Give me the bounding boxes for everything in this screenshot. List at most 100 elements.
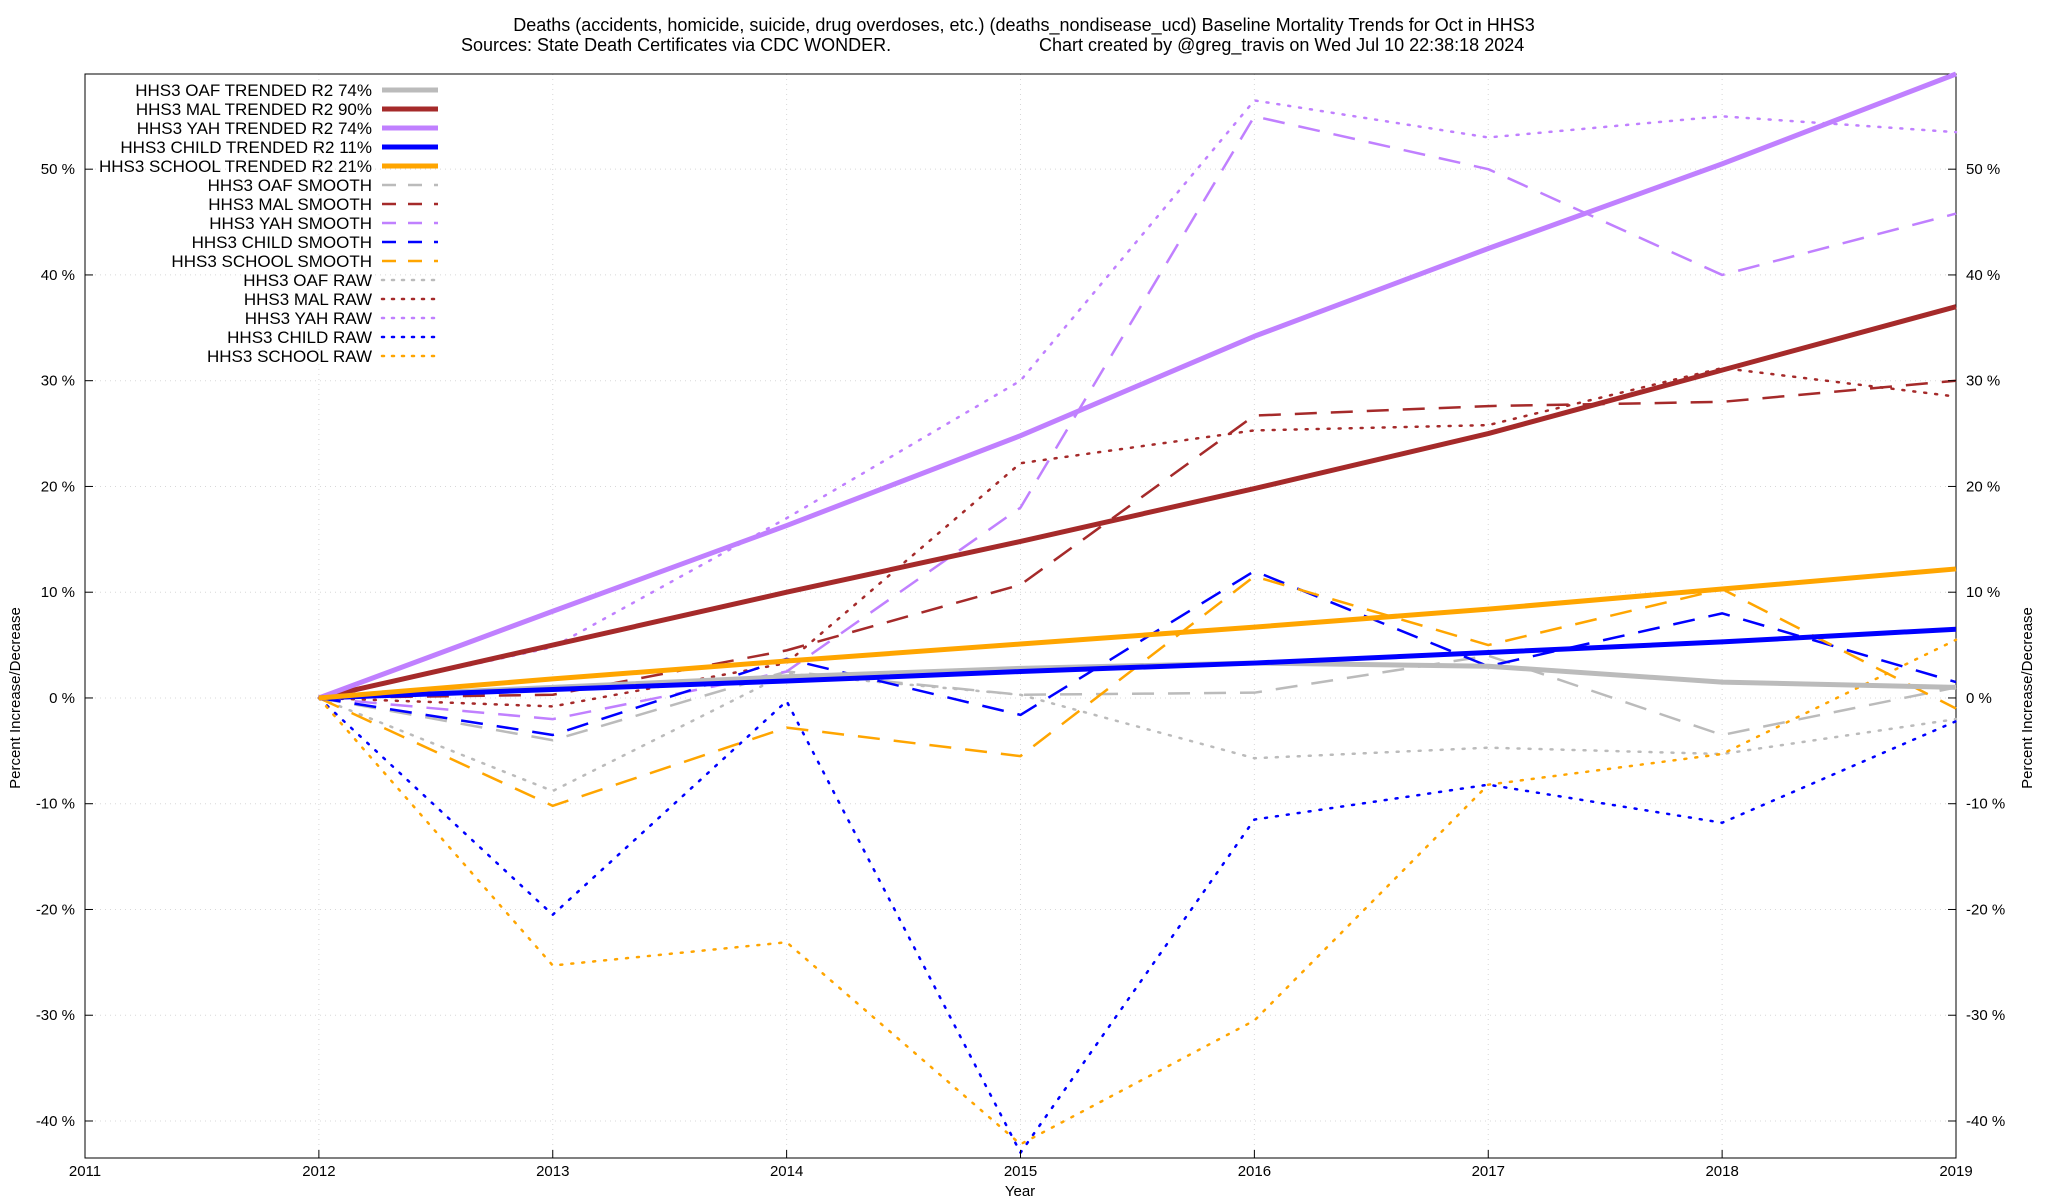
- data-point: [1955, 628, 1958, 631]
- data-point: [1253, 487, 1256, 490]
- y-tick-label-right: -40 %: [1966, 1113, 2005, 1130]
- data-point: [317, 696, 320, 699]
- legend-item: HHS3 YAH SMOOTH: [209, 214, 438, 233]
- x-tick-label: 2019: [1939, 1163, 1972, 1180]
- y-tick-label-left: 50 %: [41, 161, 75, 178]
- y-tick-label-right: 0 %: [1966, 690, 1992, 707]
- y-tick-label-left: -30 %: [36, 1007, 75, 1024]
- series-line: [318, 569, 1957, 737]
- series-layer: [317, 71, 1958, 1154]
- legend-label: HHS3 SCHOOL RAW: [207, 347, 372, 366]
- series-hhs3-yah-smooth: [318, 115, 1957, 721]
- data-point: [1253, 575, 1256, 578]
- legend-item: HHS3 MAL SMOOTH: [208, 195, 438, 214]
- data-point: [1721, 733, 1724, 736]
- legend-item: HHS3 SCHOOL SMOOTH: [171, 252, 438, 271]
- legend-label: HHS3 OAF SMOOTH: [208, 176, 372, 195]
- series-hhs3-mal-trended-r2-90: [318, 304, 1958, 701]
- data-point: [1487, 168, 1490, 171]
- data-point: [785, 675, 788, 678]
- series-line: [317, 672, 1958, 793]
- x-tick-label: 2018: [1705, 1163, 1738, 1180]
- data-point: [551, 688, 554, 691]
- y-tick-label-left: -10 %: [36, 796, 75, 813]
- legend-label: HHS3 MAL RAW: [244, 290, 372, 309]
- legend-label: HHS3 SCHOOL SMOOTH: [171, 252, 372, 271]
- data-point: [1487, 644, 1490, 647]
- y-tick-label-left: 10 %: [41, 584, 75, 601]
- data-point: [1019, 670, 1022, 673]
- series-line: [318, 71, 1957, 701]
- data-point: [1487, 608, 1490, 611]
- x-tick-label: 2014: [770, 1163, 803, 1180]
- y-tick-label-right: -10 %: [1966, 796, 2005, 813]
- series-line: [317, 99, 1958, 700]
- data-point: [551, 705, 554, 708]
- data-point: [1253, 570, 1256, 573]
- data-point: [1253, 429, 1256, 432]
- series-hhs3-oaf-smooth: [318, 654, 1957, 742]
- data-point: [1019, 379, 1022, 382]
- data-point: [1955, 707, 1958, 710]
- legend-item: HHS3 MAL RAW: [244, 290, 440, 309]
- legend-item: HHS3 OAF TRENDED R2 74%: [135, 81, 438, 100]
- data-point: [1019, 643, 1022, 646]
- series-line: [318, 566, 1957, 701]
- data-point: [1487, 136, 1490, 139]
- x-tick-label: 2016: [1238, 1163, 1271, 1180]
- data-point: [1019, 693, 1022, 696]
- data-point: [551, 693, 554, 696]
- chart-subtitle-sources: Sources: State Death Certificates via CD…: [461, 35, 891, 55]
- data-point: [1955, 567, 1958, 570]
- data-point: [1721, 369, 1724, 372]
- data-point: [785, 670, 788, 673]
- data-point: [1487, 651, 1490, 654]
- series-line: [318, 654, 1957, 742]
- data-point: [551, 733, 554, 736]
- data-point: [551, 913, 554, 916]
- data-point: [1721, 273, 1724, 276]
- data-point: [1955, 73, 1958, 76]
- series-hhs3-child-raw: [317, 696, 1958, 1154]
- chart-subtitle-credit: Chart created by @greg_travis on Wed Jul…: [1039, 35, 1524, 56]
- data-point: [1955, 305, 1958, 308]
- series-line: [318, 304, 1957, 701]
- data-point: [1253, 1019, 1256, 1022]
- legend-label: HHS3 MAL SMOOTH: [208, 195, 372, 214]
- data-point: [1487, 432, 1490, 435]
- legend-label: HHS3 YAH RAW: [245, 309, 372, 328]
- data-point: [1955, 720, 1958, 723]
- data-point: [551, 739, 554, 742]
- data-point: [1253, 691, 1256, 694]
- legend-label: HHS3 OAF TRENDED R2 74%: [135, 81, 372, 100]
- data-point: [785, 649, 788, 652]
- legend-label: HHS3 OAF RAW: [243, 271, 372, 290]
- data-point: [785, 517, 788, 520]
- series-hhs3-school-smooth: [318, 575, 1958, 808]
- legend: HHS3 OAF TRENDED R2 74%HHS3 MAL TRENDED …: [99, 81, 440, 366]
- series-line: [317, 638, 1958, 1146]
- x-tick-label: 2013: [536, 1163, 569, 1180]
- legend-item: HHS3 CHILD RAW: [227, 328, 440, 347]
- data-point: [1019, 713, 1022, 716]
- axis-ticks: 2011 2012 2013 2014 2015 2016 2017 2018 2019 -40 …: [36, 161, 2005, 1180]
- x-axis-label: Year: [1005, 1183, 1035, 1200]
- y-tick-label-right: -20 %: [1966, 901, 2005, 918]
- legend-item: HHS3 YAH RAW: [245, 309, 440, 328]
- data-point: [1253, 626, 1256, 629]
- data-point: [551, 804, 554, 807]
- data-point: [1019, 583, 1022, 586]
- data-point: [785, 591, 788, 594]
- data-point: [551, 964, 554, 967]
- data-point: [551, 718, 554, 721]
- data-point: [551, 677, 554, 680]
- data-point: [1955, 638, 1958, 641]
- data-point: [551, 790, 554, 793]
- y-tick-label-right: 40 %: [1966, 267, 2000, 284]
- y-tick-label-left: 40 %: [41, 267, 75, 284]
- series-hhs3-school-trended-r2-21: [317, 566, 1958, 701]
- y-tick-label-right: 30 %: [1966, 373, 2000, 390]
- legend-item: HHS3 OAF SMOOTH: [208, 176, 438, 195]
- legend-label: HHS3 CHILD SMOOTH: [192, 233, 372, 252]
